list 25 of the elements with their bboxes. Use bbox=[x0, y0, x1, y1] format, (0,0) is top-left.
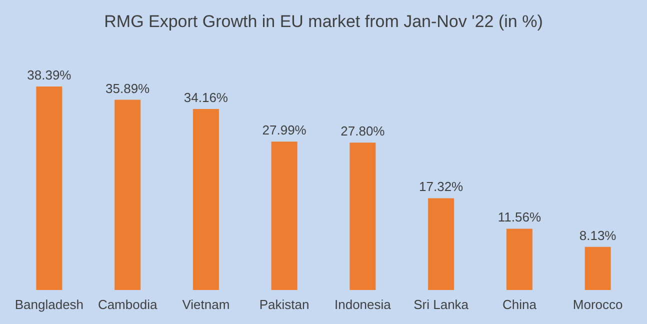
x-tick-label: China bbox=[502, 297, 538, 312]
x-tick-label: Indonesia bbox=[334, 297, 392, 312]
bar bbox=[584, 246, 611, 290]
bar bbox=[192, 108, 219, 290]
bar bbox=[428, 198, 454, 290]
data-label: 34.16% bbox=[184, 90, 228, 105]
x-tick-label: Morocco bbox=[572, 297, 623, 312]
data-label: 35.89% bbox=[106, 80, 150, 96]
x-tick-label: Vietnam bbox=[182, 297, 230, 312]
chart-title: RMG Export Growth in EU market from Jan-Nov '22 (in %) bbox=[104, 12, 543, 31]
bar bbox=[36, 86, 62, 290]
data-label: 27.99% bbox=[262, 122, 307, 138]
bar bbox=[506, 228, 532, 290]
bar bbox=[350, 142, 376, 290]
bar bbox=[271, 142, 298, 290]
x-tick-label: Bangladesh bbox=[14, 297, 84, 312]
data-label: 38.39% bbox=[27, 68, 72, 83]
x-tick-label: Pakistan bbox=[259, 297, 310, 312]
x-tick-label: Cambodia bbox=[98, 297, 158, 312]
data-label: 8.13% bbox=[579, 228, 617, 243]
data-label: 17.32% bbox=[419, 179, 464, 194]
bar bbox=[114, 100, 141, 290]
data-label: 11.56% bbox=[498, 210, 542, 225]
data-label: 27.80% bbox=[340, 124, 386, 139]
x-tick-label: Sri Lanka bbox=[414, 297, 470, 312]
